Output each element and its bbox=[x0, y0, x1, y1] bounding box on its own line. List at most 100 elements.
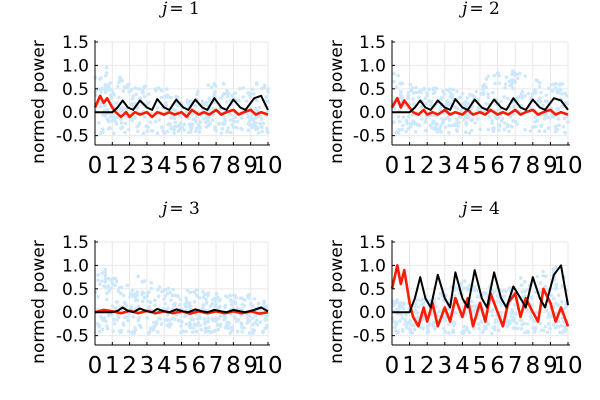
panel-2-scatter-point bbox=[502, 127, 507, 132]
panel-1-title: j = 1 bbox=[158, 0, 200, 19]
panel-4-scatter-point bbox=[421, 302, 426, 306]
panel-1-scatter-point bbox=[127, 82, 131, 87]
panel-1-scatter-point bbox=[194, 126, 199, 131]
panel-2-scatter-point bbox=[398, 82, 403, 86]
panel-4-scatter-point bbox=[475, 294, 480, 299]
panel-3-scatter-point bbox=[204, 300, 209, 305]
panel-1-scatter-point bbox=[136, 123, 141, 128]
panel-2-scatter-point bbox=[553, 124, 558, 129]
panel-2-scatter-point bbox=[435, 130, 440, 134]
panel-4-scatter-point bbox=[408, 327, 412, 332]
panel-3-scatter-point bbox=[213, 328, 218, 333]
panel-4-xtick-label: 8 bbox=[525, 353, 540, 379]
panel-2-scatter-point bbox=[523, 94, 527, 98]
panel-4-scatter-point bbox=[421, 317, 426, 322]
panel-1-scatter-point bbox=[120, 125, 125, 129]
panel-3-scatter-point bbox=[138, 324, 143, 329]
panel-2-scatter-point bbox=[535, 118, 540, 123]
panel-3-scatter-point bbox=[156, 330, 160, 334]
panel-1-scatter-point bbox=[164, 100, 168, 105]
panel-1-scatter-point bbox=[229, 130, 233, 135]
panel-3-scatter-point bbox=[147, 304, 152, 309]
panel-1-scatter-point bbox=[202, 116, 206, 121]
panel-1-scatter-point bbox=[169, 95, 174, 100]
panel-2-xtick-label: 4 bbox=[455, 153, 470, 179]
panel-1-xtick-label: 4 bbox=[157, 153, 172, 179]
panel-2-scatter-point bbox=[411, 122, 416, 126]
panel-1-scatter-point bbox=[173, 108, 177, 112]
panel-2-scatter-point bbox=[564, 93, 569, 98]
panel-3-scatter-point bbox=[119, 291, 123, 296]
panel-2-scatter-point bbox=[452, 105, 457, 109]
panel-2-scatter-point bbox=[408, 124, 413, 129]
panel-2-scatter-point bbox=[507, 79, 512, 83]
panel-3-scatter-point bbox=[133, 292, 138, 296]
panel-2-scatter-point bbox=[467, 131, 472, 135]
panel-2-scatter-point bbox=[562, 116, 567, 121]
panel-1-scatter-point bbox=[166, 122, 170, 127]
panel-1-scatter-point bbox=[99, 76, 103, 80]
panel-2-scatter-point bbox=[530, 93, 535, 97]
panel-1-scatter-point bbox=[235, 119, 240, 124]
panel-2-xtick-label: 8 bbox=[525, 153, 540, 179]
panel-3-scatter-point bbox=[131, 315, 135, 319]
panel-4-scatter-point bbox=[514, 321, 519, 326]
panel-4-scatter-point bbox=[538, 281, 543, 286]
panel-4-scatter-point bbox=[502, 294, 507, 298]
panel-1-scatter-point bbox=[130, 97, 135, 101]
panel-3-scatter-point bbox=[184, 329, 188, 334]
panel-1-measured-line bbox=[93, 94, 269, 119]
panel-3-title: j = 3 bbox=[158, 199, 200, 219]
panel-1-scatter-point bbox=[157, 86, 161, 90]
panel-2-scatter-point bbox=[427, 87, 432, 91]
panel-3-scatter-point bbox=[183, 314, 187, 319]
panel-2-scatter-point bbox=[543, 99, 548, 103]
panel-2-scatter-point bbox=[513, 120, 518, 124]
panel-4-scatter-point bbox=[464, 325, 469, 330]
panel-1-scatter-point bbox=[165, 93, 170, 97]
panel-2-scatter-point bbox=[466, 114, 471, 119]
panel-2-scatter-point bbox=[472, 95, 477, 99]
panel-2-scatter-point bbox=[455, 128, 459, 132]
panel-3-scatter-point bbox=[110, 312, 114, 317]
panel-3-scatter-point bbox=[194, 292, 199, 297]
panel-1-scatter-point bbox=[254, 98, 258, 102]
panel-1-scatter-point bbox=[100, 127, 105, 131]
panel-1-scatter-point bbox=[266, 99, 270, 104]
panel-4-scatter-point bbox=[563, 324, 567, 329]
panel-1-scatter-point bbox=[108, 93, 113, 98]
panel-1-scatter-point bbox=[265, 126, 269, 131]
panel-4-scatter-point bbox=[538, 321, 543, 326]
panel-2-scatter-point bbox=[492, 73, 497, 78]
panel-1-scatter-point bbox=[197, 124, 201, 128]
panel-4-scatter-point bbox=[552, 322, 556, 327]
panel-4-scatter-point bbox=[400, 316, 404, 320]
panel-3-scatter-point bbox=[199, 328, 204, 332]
panel-4-ylabel: normed power bbox=[327, 240, 347, 364]
panel-2-scatter-point bbox=[440, 95, 444, 100]
panel-3-scatter-point bbox=[133, 296, 137, 300]
panel-4-scatter-point bbox=[403, 322, 407, 326]
panel-1-ytick-label: 0.5 bbox=[62, 80, 89, 100]
panel-2-scatter-point bbox=[556, 117, 561, 121]
panel-4-scatter-point bbox=[472, 304, 477, 308]
panel-3-scatter-point bbox=[147, 290, 151, 295]
panel-2-scatter-point bbox=[432, 127, 437, 131]
panel-2-scatter-point bbox=[538, 100, 543, 104]
panel-3-scatter-point bbox=[168, 290, 172, 295]
panel-2-scatter-point bbox=[557, 123, 561, 127]
panel-3-scatter-point bbox=[167, 318, 172, 322]
panel-3-scatter-point bbox=[105, 291, 109, 296]
panel-1-scatter-point bbox=[226, 94, 230, 99]
panel-3-scatter-point bbox=[234, 296, 238, 300]
panel-2-scatter-point bbox=[429, 123, 433, 128]
panel-4-scatter-point bbox=[398, 301, 402, 306]
panel-1-scatter-point bbox=[231, 118, 235, 122]
panel-1-scatter-point bbox=[179, 121, 183, 125]
panel-3-scatter-point bbox=[263, 326, 268, 331]
panel-2-scatter-point bbox=[537, 84, 542, 89]
panel-3-scatter-point bbox=[149, 286, 154, 291]
panel-3-xtick-label: 3 bbox=[140, 353, 155, 379]
panel-2-scatter-point bbox=[547, 86, 551, 91]
